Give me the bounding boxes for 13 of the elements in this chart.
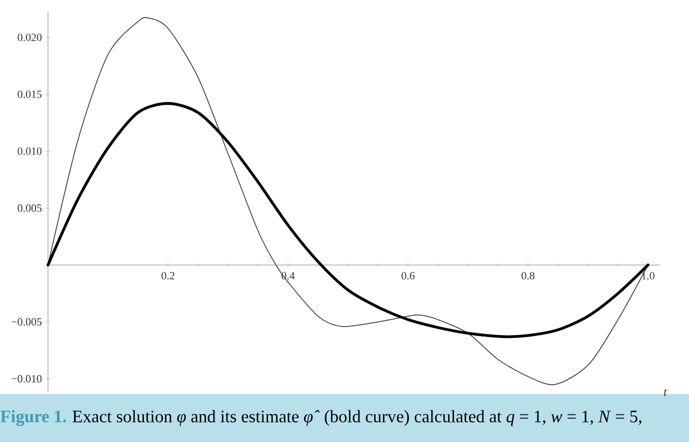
y-tick-label: −0.010 [12, 375, 42, 382]
x-tick-label: 1.0 [642, 272, 654, 280]
x-tick-label: 0.8 [522, 272, 534, 280]
y-tick-label: −0.005 [12, 318, 42, 326]
y-tick-label: 0.020 [18, 34, 42, 42]
x-tick-label: 0.2 [162, 272, 174, 280]
y-tick-label: 0.015 [18, 90, 42, 98]
x-tick-label: 0.6 [402, 272, 415, 280]
text: Exact solution φ and its estimate φ̂ (bold curve) calculated at q = 1, w = 1, N = 5, [72, 410, 642, 426]
y-tick-label: 0.005 [18, 204, 42, 212]
y-tick-label: 0.010 [18, 148, 42, 155]
x-axis-title: t [664, 388, 668, 396]
caption: Figure 1. [0, 410, 66, 426]
